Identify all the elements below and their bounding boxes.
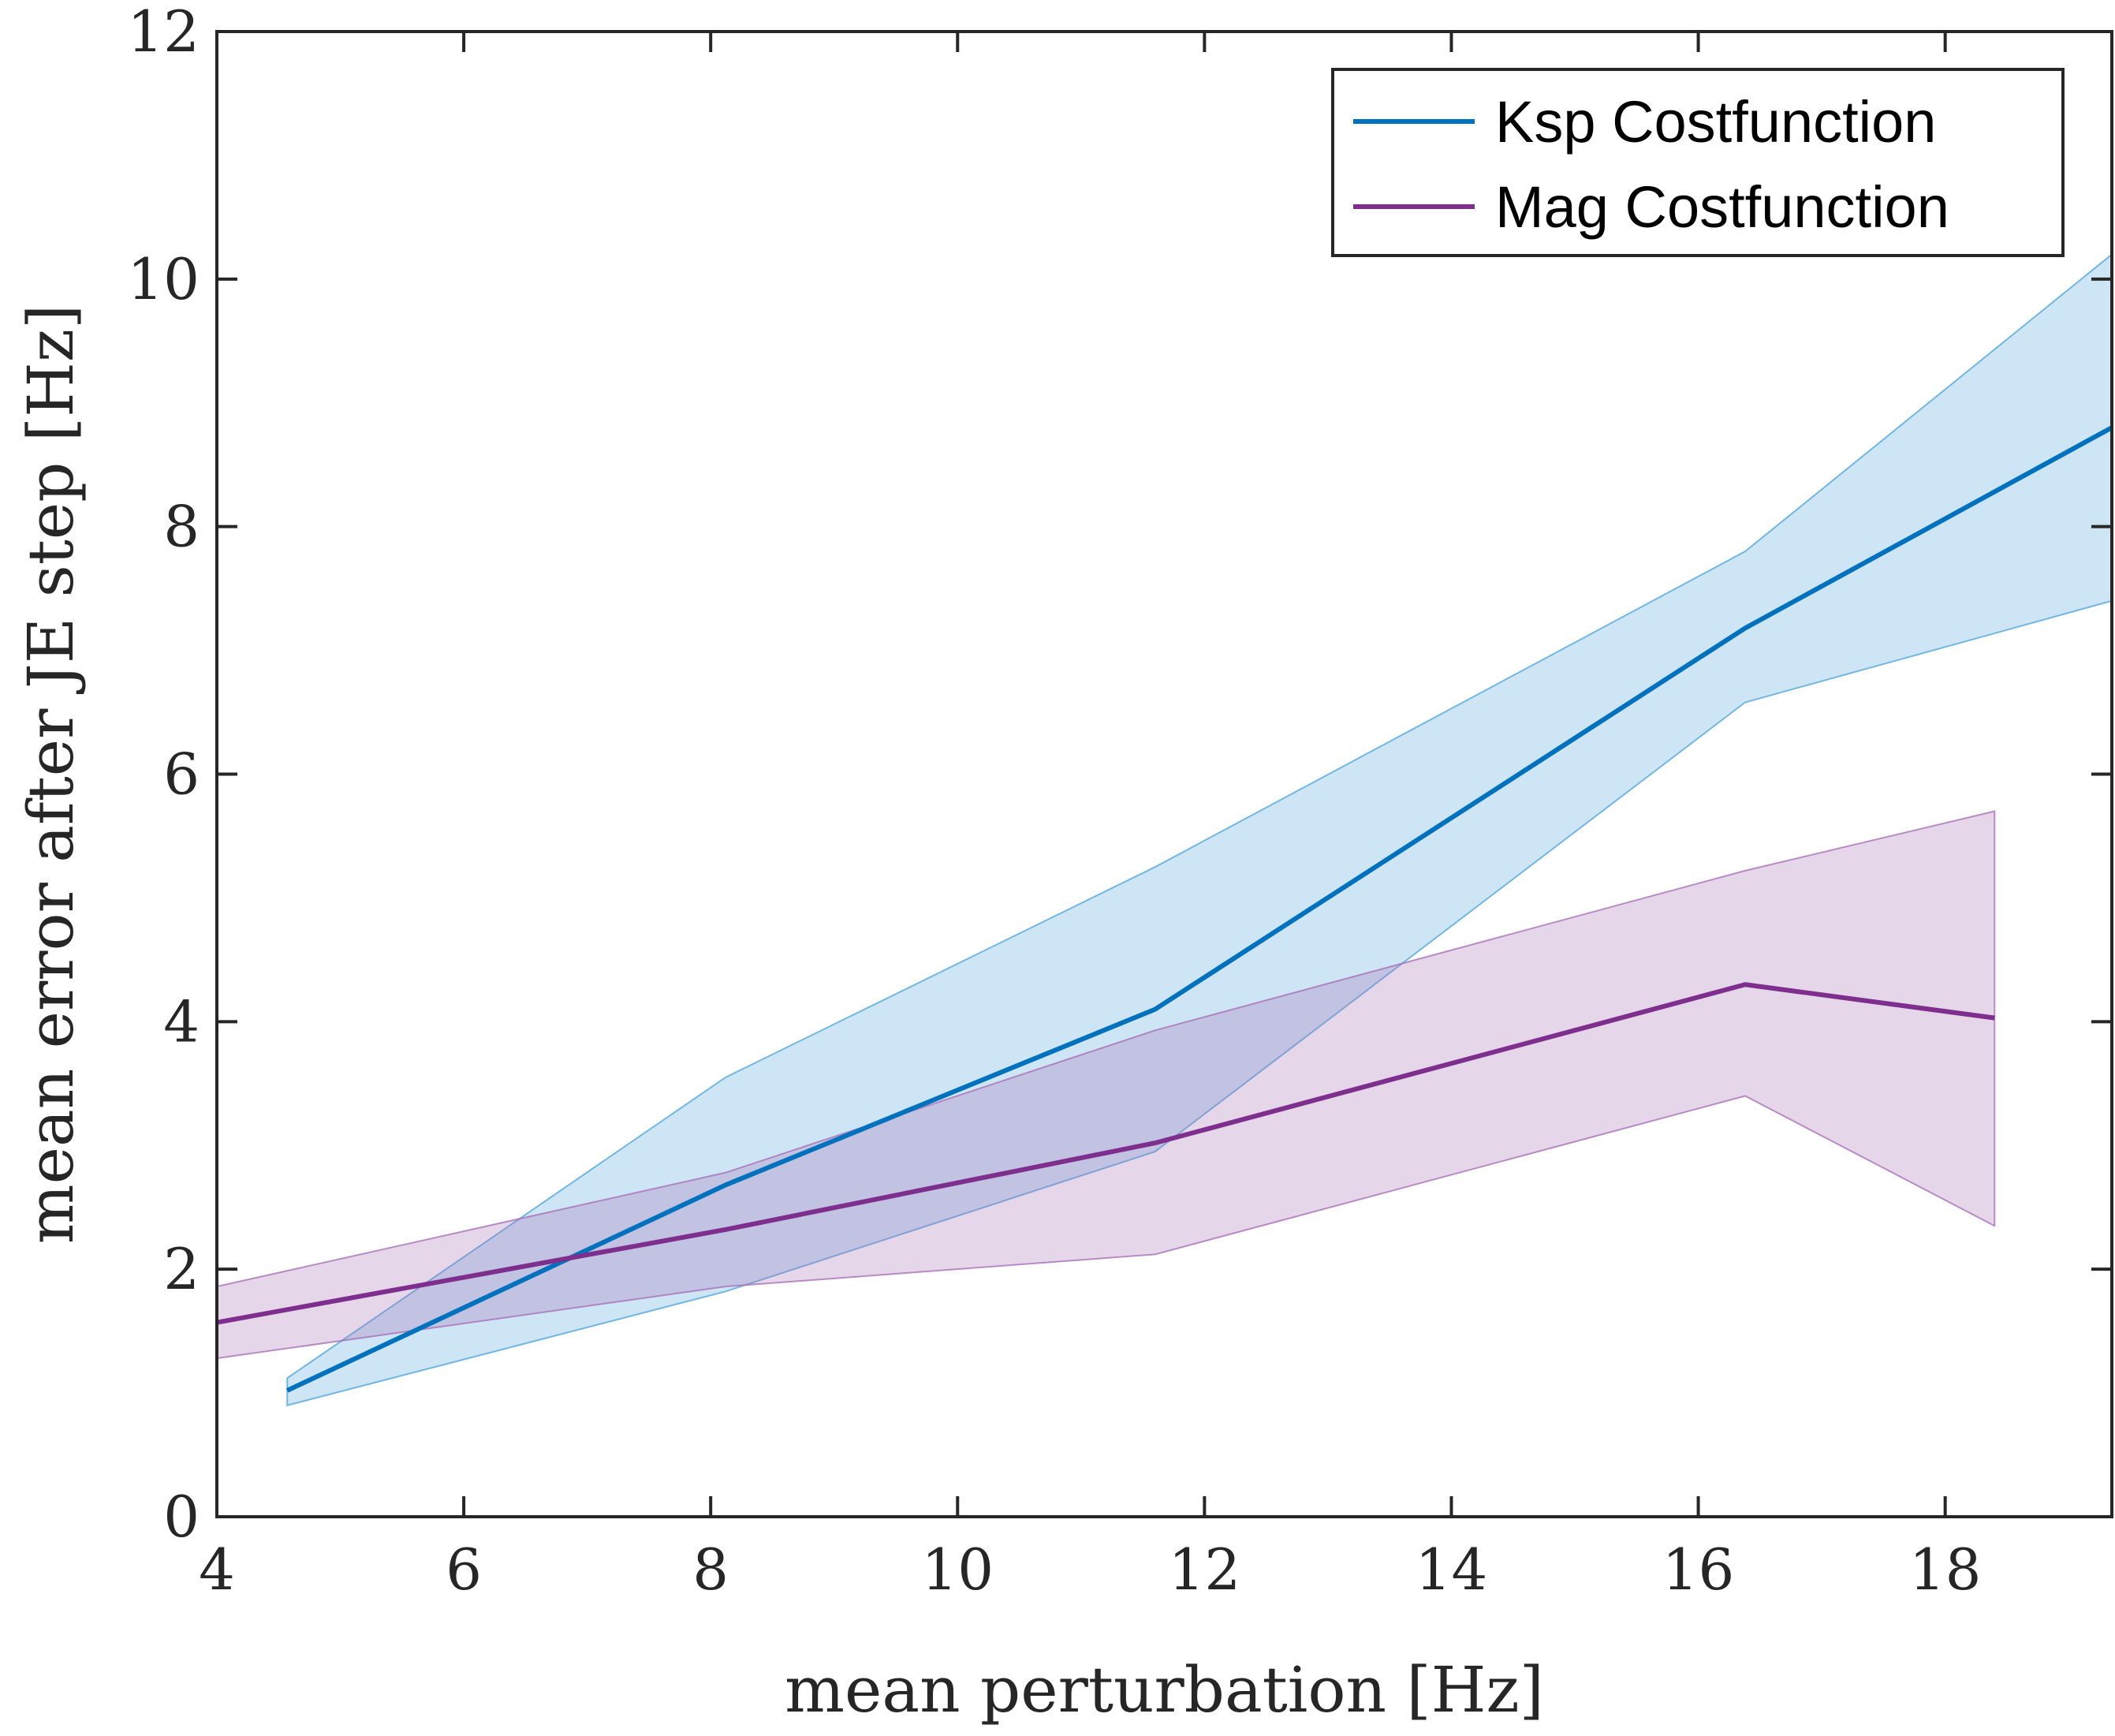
y-tick-label: 4: [163, 988, 200, 1055]
y-axis: 0 2 4 6 8 10 12: [127, 0, 2112, 1550]
series-lines: [216, 425, 2113, 1393]
legend-label-ksp: Ksp Costfunction: [1495, 89, 1936, 155]
y-tick-label: 10: [127, 246, 200, 312]
line-series-0: [285, 425, 2113, 1393]
x-tick-label: 10: [921, 1536, 994, 1603]
x-tick-label: 18: [1909, 1536, 1982, 1603]
line-series-1: [216, 982, 1995, 1325]
x-tick-label: 8: [692, 1536, 729, 1603]
legend: Ksp Costfunction Mag Costfunction: [1331, 68, 2065, 257]
legend-box: [1331, 68, 2065, 257]
x-axis: 4 6 8 10 12 14 16 18: [199, 32, 1981, 1603]
y-tick-label: 0: [163, 1484, 200, 1550]
y-axis-label: mean error after JE step [Hz]: [14, 304, 88, 1244]
legend-label-mag: Mag Costfunction: [1495, 174, 1949, 240]
x-tick-label: 16: [1662, 1536, 1735, 1603]
y-tick-label: 6: [163, 741, 200, 808]
x-tick-label: 4: [199, 1536, 235, 1603]
confidence-bands: [216, 252, 2113, 1407]
x-tick-label: 6: [446, 1536, 482, 1603]
x-tick-label: 12: [1169, 1536, 1241, 1603]
band-series-1: [216, 810, 1996, 1360]
y-tick-label: 2: [163, 1236, 200, 1302]
y-tick-label: 8: [163, 494, 200, 560]
x-tick-label: 14: [1416, 1536, 1488, 1603]
y-tick-label: 12: [127, 0, 200, 65]
x-axis-label: mean perturbation [Hz]: [785, 1653, 1544, 1727]
